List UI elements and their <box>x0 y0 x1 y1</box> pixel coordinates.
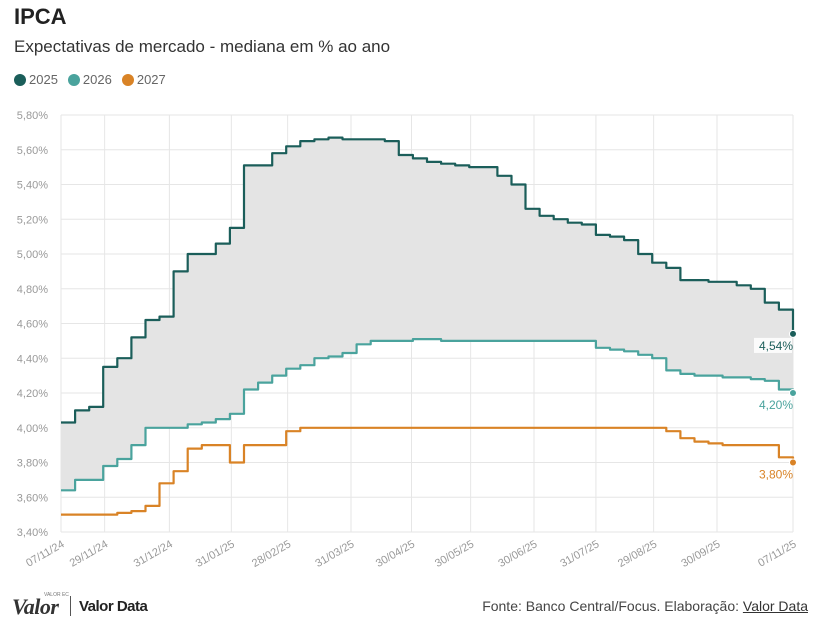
x-tick-label: 30/09/25 <box>679 538 722 570</box>
x-tick-label: 29/08/25 <box>616 538 659 570</box>
valor-data-logo: Valor Data <box>79 598 148 615</box>
y-tick-label: 3,80% <box>17 458 48 470</box>
y-tick-label: 4,80% <box>17 284 48 296</box>
x-tick-label: 28/02/25 <box>250 538 293 570</box>
valor-logo-superscript: VALOR EC <box>44 592 69 598</box>
y-tick-label: 5,20% <box>17 214 48 226</box>
y-tick-label: 5,00% <box>17 249 48 261</box>
chart-subtitle: Expectativas de mercado - mediana em % a… <box>14 37 391 56</box>
legend-marker-2026 <box>67 73 80 86</box>
x-tick-label: 31/07/25 <box>558 538 601 570</box>
series-line-2027 <box>61 426 795 516</box>
legend: 2025 2026 2027 <box>14 72 166 87</box>
legend-label-2026: 2026 <box>82 72 112 87</box>
legend-item-2027: 2027 <box>121 72 166 87</box>
y-tick-label: 4,00% <box>17 423 48 435</box>
end-point-2026 <box>789 389 797 397</box>
valor-logo: Valor <box>12 594 59 619</box>
legend-marker-2027 <box>121 73 134 86</box>
logo-separator <box>70 596 71 616</box>
y-tick-label: 5,40% <box>17 180 48 192</box>
end-label-2027: 3,80% <box>759 468 793 482</box>
end-label-bg-2027 <box>754 466 792 482</box>
x-tick-label: 31/12/24 <box>132 538 175 570</box>
source-text: Fonte: Banco Central/Focus. Elaboração: <box>482 598 743 614</box>
footer: Valor VALOR EC Valor Data Fonte: Banco C… <box>0 590 818 631</box>
series-line-2026 <box>61 338 795 492</box>
end-point-2027 <box>789 458 797 467</box>
legend-item-2025: 2025 <box>14 72 58 87</box>
legend-label-2025: 2025 <box>29 72 58 87</box>
x-tick-label: 07/11/25 <box>756 538 798 569</box>
y-tick-label: 5,60% <box>17 145 48 157</box>
x-tick-label: 29/11/24 <box>68 538 110 569</box>
source-note: Fonte: Banco Central/Focus. Elaboração: … <box>482 598 808 614</box>
end-label-2025: 4,54% <box>759 339 793 353</box>
x-tick-label: 30/06/25 <box>496 538 539 570</box>
chart-title: IPCA <box>14 4 67 29</box>
series-line-2025 <box>61 136 795 424</box>
legend-label-2027: 2027 <box>136 72 166 87</box>
end-label-bg-2025 <box>754 337 792 353</box>
y-tick-label: 4,60% <box>17 319 48 331</box>
y-tick-label: 3,40% <box>17 527 48 539</box>
x-tick-label: 30/04/25 <box>374 538 417 570</box>
y-tick-label: 3,60% <box>17 492 48 504</box>
x-tick-label: 07/11/24 <box>24 538 66 569</box>
end-label-2026: 4,20% <box>759 398 793 412</box>
end-label-bg-2026 <box>754 397 792 412</box>
legend-item-2026: 2026 <box>67 72 112 87</box>
x-tick-label: 31/01/25 <box>194 538 237 570</box>
source-link[interactable]: Valor Data <box>742 598 808 614</box>
end-point-2025 <box>789 329 797 338</box>
legend-marker-2025 <box>14 73 26 86</box>
ipca-chart: 3,40% 3,60% 3,80% 4,00% 4,20% 4,40% 4,60% 4,80%… <box>17 110 799 570</box>
x-tick-label: 31/03/25 <box>313 538 356 570</box>
x-tick-label: 30/05/25 <box>433 538 476 570</box>
y-tick-label: 4,20% <box>17 388 48 400</box>
y-tick-label: 5,80% <box>17 110 48 122</box>
y-tick-label: 4,40% <box>17 353 48 365</box>
